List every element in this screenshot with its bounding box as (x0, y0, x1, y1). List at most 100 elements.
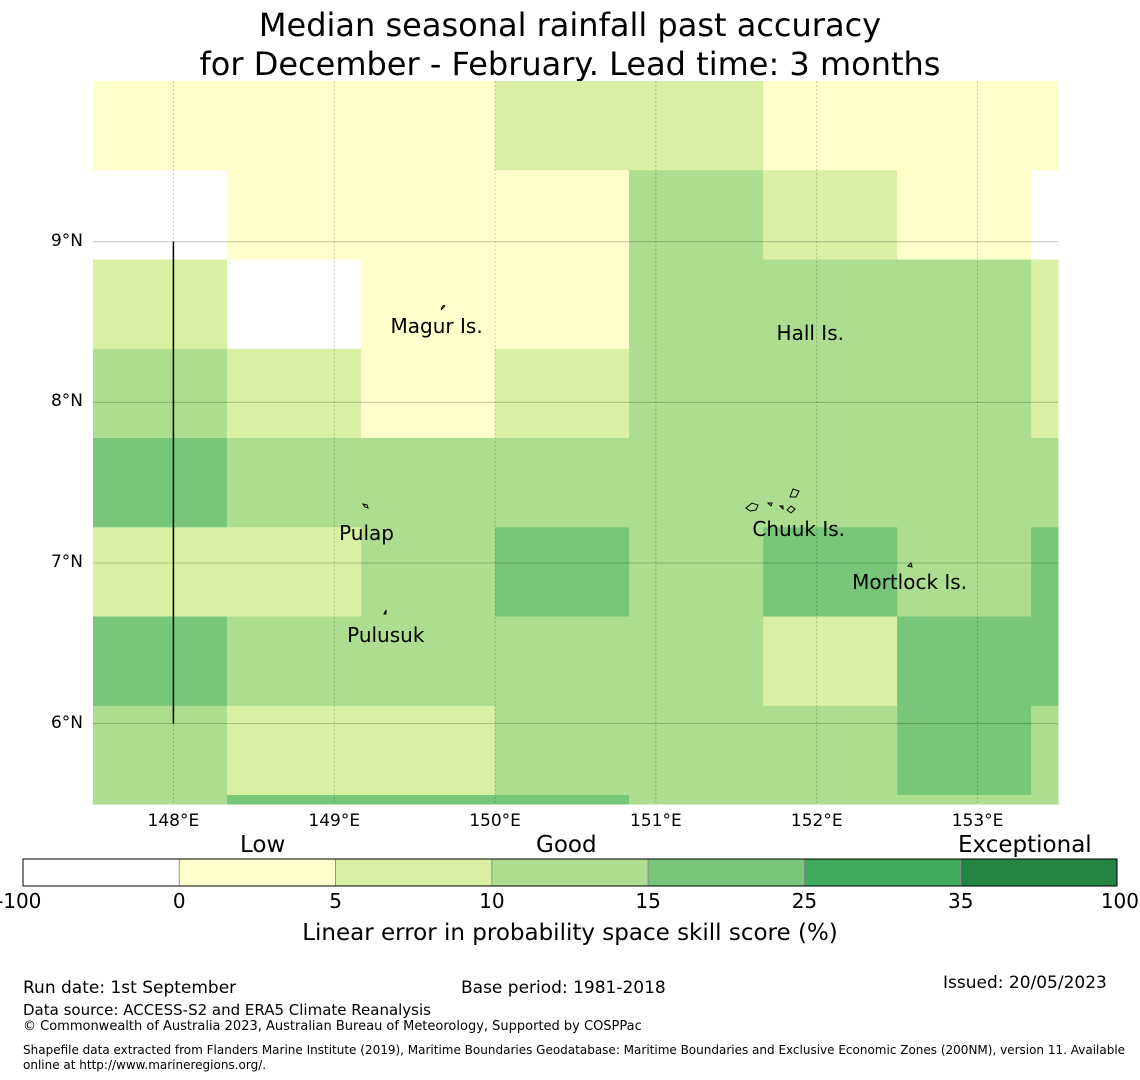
base-period: Base period: 1981-2018 (461, 978, 666, 998)
skill-cell (226, 259, 362, 350)
skill-cell (495, 527, 630, 618)
island-outline (383, 609, 387, 615)
shapefile-credit-line-2: online at http://www.marineregions.org/. (23, 1058, 267, 1072)
skill-cell (226, 527, 362, 618)
skill-cell (226, 170, 362, 261)
skill-cell (629, 170, 764, 261)
skill-grid (93, 81, 1059, 805)
colorbar-tick-label: 25 (791, 889, 818, 913)
skill-cell (93, 527, 228, 618)
skill-cell (1031, 616, 1059, 707)
skill-cell (1031, 348, 1059, 439)
skill-cell (226, 705, 362, 796)
skill-cell (495, 705, 630, 796)
skill-cell (93, 170, 228, 261)
skill-cell (763, 616, 898, 707)
skill-cell (897, 705, 1032, 796)
skill-cell (763, 795, 898, 805)
colorbar-segment (178, 858, 336, 887)
skill-cell (361, 616, 496, 707)
skill-cell (93, 259, 228, 350)
shapefile-credit-line-1: Shapefile data extracted from Flanders M… (23, 1043, 1126, 1057)
colorbar-frame (22, 858, 1118, 887)
legend-category-good: Good (536, 832, 597, 858)
skill-cell (763, 438, 898, 528)
copyright: © Commonwealth of Australia 2023, Austra… (23, 1019, 642, 1034)
colorbar-segment (647, 858, 805, 887)
skill-cell (763, 259, 898, 350)
colorbar-tick-label: 15 (635, 889, 661, 913)
skill-cell (1031, 259, 1059, 350)
skill-cell (495, 348, 630, 439)
skill-cell (361, 81, 496, 171)
skill-cell (897, 170, 1032, 261)
skill-cell (226, 438, 362, 528)
skill-cell (763, 81, 898, 171)
colorbar-tick-label: 35 (947, 889, 974, 913)
skill-cell (897, 438, 1032, 528)
skill-cell (226, 795, 362, 805)
skill-cell (1031, 438, 1059, 528)
issued-date: Issued: 20/05/2023 (943, 973, 1107, 993)
island-outline (361, 503, 369, 509)
skill-cell (629, 259, 764, 350)
skill-cell (93, 705, 228, 796)
island-label: Pulap (339, 521, 394, 546)
colorbar-segment (22, 858, 180, 887)
skill-cell (361, 259, 496, 350)
colorbar-segment (335, 858, 493, 887)
skill-cell (495, 170, 630, 261)
skill-cell (361, 348, 496, 439)
colorbar-tick-label: -100 (0, 889, 42, 913)
lon-tick-label: 151°E (630, 811, 682, 831)
skill-cell (93, 438, 228, 528)
skill-cell (361, 705, 496, 796)
skill-cell (629, 705, 764, 796)
skill-cell (361, 438, 496, 528)
skill-cell (897, 81, 1032, 171)
skill-cell (1031, 170, 1059, 261)
colorbar-tick-label: 10 (479, 889, 505, 913)
island-outline (745, 488, 800, 514)
skill-cell (897, 795, 1032, 805)
skill-cell (361, 795, 496, 805)
lon-tick-label: 153°E (951, 811, 1004, 831)
lon-tick-label: 150°E (469, 811, 521, 831)
island-outline (440, 305, 446, 311)
skill-cell (629, 81, 764, 171)
island-label: Pulusuk (347, 622, 425, 647)
colorbar-segment (491, 858, 649, 887)
colorbar-tick-label: 5 (329, 889, 342, 913)
skill-cell (763, 348, 898, 439)
lat-tick-label: 9°N (50, 230, 83, 251)
lon-tick-label: 152°E (790, 811, 843, 831)
skill-cell (897, 259, 1032, 350)
skill-cell (495, 81, 630, 171)
lat-tick-label: 6°N (50, 712, 83, 733)
skill-cell (93, 795, 228, 805)
skill-cell (629, 616, 764, 707)
skill-cell (1031, 705, 1059, 796)
colorbar (22, 858, 1118, 887)
colorbar-label: Linear error in probability space skill … (302, 920, 838, 946)
colorbar-segment (960, 858, 1118, 887)
skill-cell (93, 81, 228, 171)
island-outline (907, 562, 913, 568)
skill-cell (763, 527, 898, 618)
skill-cell (629, 348, 764, 439)
skill-cell (495, 259, 630, 350)
skill-cell (495, 438, 630, 528)
skill-cell (629, 438, 764, 528)
skill-cell (897, 348, 1032, 439)
island-label: Hall Is. (776, 320, 844, 345)
skill-cell (1031, 795, 1059, 805)
skill-cell (897, 616, 1032, 707)
lat-tick-label: 7°N (50, 552, 83, 572)
island-outlines (361, 305, 913, 615)
skill-cell (226, 616, 362, 707)
skill-cell (495, 795, 630, 805)
skill-cell (361, 527, 496, 618)
data-source: Data source: ACCESS-S2 and ERA5 Climate … (23, 1001, 431, 1019)
skill-cell (226, 81, 362, 171)
